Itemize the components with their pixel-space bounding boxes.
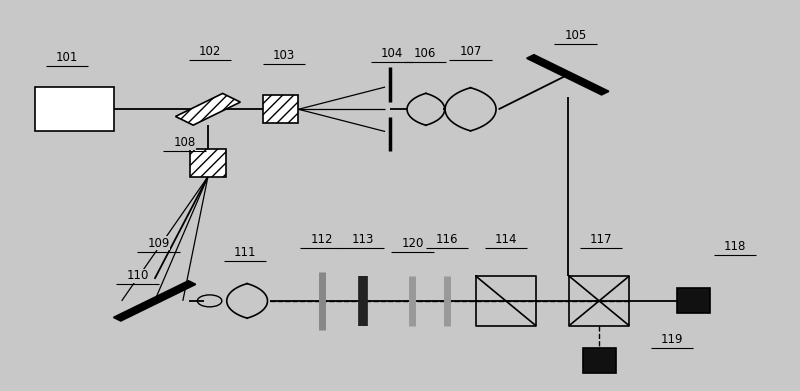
Polygon shape bbox=[114, 281, 196, 321]
Text: 111: 111 bbox=[234, 246, 256, 259]
Text: 116: 116 bbox=[436, 233, 458, 246]
Text: 112: 112 bbox=[310, 233, 333, 246]
Text: 114: 114 bbox=[494, 233, 517, 246]
Text: 113: 113 bbox=[352, 233, 374, 246]
Text: 105: 105 bbox=[565, 29, 586, 42]
Text: 101: 101 bbox=[56, 51, 78, 64]
Bar bbox=[263, 95, 298, 123]
Text: 119: 119 bbox=[661, 333, 683, 346]
Text: 108: 108 bbox=[174, 136, 195, 149]
Text: 118: 118 bbox=[723, 240, 746, 253]
Text: 106: 106 bbox=[414, 47, 436, 60]
Bar bbox=[582, 348, 616, 373]
Text: 103: 103 bbox=[273, 49, 295, 62]
Bar bbox=[677, 289, 710, 313]
Bar bbox=[35, 87, 114, 131]
Text: 109: 109 bbox=[147, 237, 170, 250]
Text: 102: 102 bbox=[199, 45, 222, 58]
Polygon shape bbox=[175, 93, 240, 125]
Text: 120: 120 bbox=[402, 237, 424, 250]
Text: 107: 107 bbox=[459, 45, 482, 58]
Text: 117: 117 bbox=[590, 233, 612, 246]
Text: 104: 104 bbox=[381, 47, 403, 60]
Polygon shape bbox=[526, 55, 609, 95]
Bar bbox=[190, 149, 226, 177]
Text: 110: 110 bbox=[126, 269, 149, 282]
